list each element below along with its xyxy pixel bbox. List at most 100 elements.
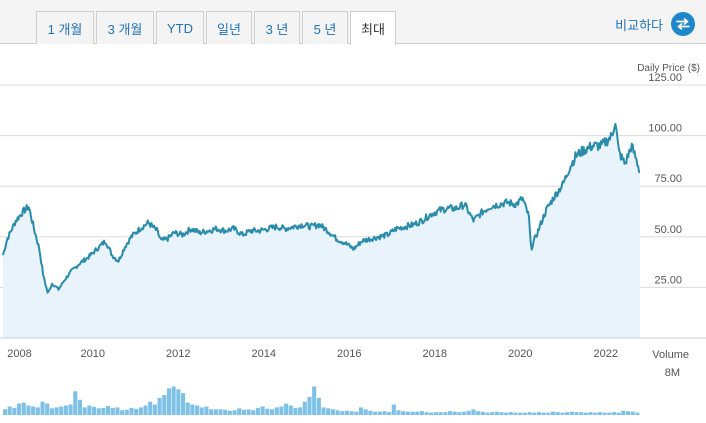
- volume-bar: [288, 405, 293, 415]
- volume-bar: [129, 407, 134, 416]
- volume-bar: [274, 407, 279, 415]
- volume-bar: [569, 411, 574, 415]
- volume-bar: [443, 412, 448, 415]
- volume-bar: [546, 412, 551, 416]
- volume-bar: [401, 411, 406, 415]
- compare-label: 비교하다: [615, 17, 663, 33]
- y-tick-label: 25.00: [654, 274, 682, 286]
- volume-bar: [490, 412, 495, 415]
- volume-bar: [429, 412, 434, 416]
- volume-bar: [134, 408, 139, 415]
- volume-bar: [96, 408, 101, 415]
- volume-bar: [269, 409, 275, 415]
- volume-bar: [7, 406, 12, 415]
- x-tick-label: 2018: [423, 348, 447, 360]
- x-tick-label: 2010: [81, 348, 105, 360]
- volume-bar: [462, 411, 467, 415]
- volume-bar: [574, 412, 579, 415]
- volume-bar: [73, 391, 78, 415]
- volume-bar: [616, 412, 621, 416]
- volume-bar: [555, 412, 560, 415]
- volume-bar: [312, 386, 317, 415]
- volume-bar: [349, 411, 354, 415]
- tab-ytd[interactable]: YTD: [156, 11, 204, 44]
- volume-bar: [499, 412, 504, 415]
- tab-1-month[interactable]: 1 개월: [36, 11, 94, 44]
- volume-bar: [190, 404, 195, 415]
- volume-bars: [3, 386, 640, 416]
- volume-bar: [171, 386, 176, 415]
- volume-bar: [480, 411, 485, 415]
- volume-label: Volume: [652, 349, 689, 361]
- volume-bar: [223, 409, 228, 415]
- x-tick-label: 2014: [252, 348, 276, 360]
- volume-bar: [265, 408, 270, 415]
- volume-bar: [522, 412, 527, 416]
- volume-bar: [541, 412, 546, 416]
- volume-bar: [602, 412, 607, 416]
- volume-bar: [157, 397, 162, 415]
- volume-bar: [485, 412, 490, 416]
- y-tick-label: 100.00: [648, 123, 682, 135]
- volume-bar: [35, 407, 40, 415]
- volume-bar: [218, 409, 223, 415]
- price-line: [2, 123, 641, 294]
- volume-bar: [635, 412, 640, 416]
- volume-bar: [593, 412, 598, 416]
- volume-bar: [335, 410, 340, 415]
- tab-3-years[interactable]: 3 년: [254, 11, 300, 44]
- volume-bar: [466, 410, 471, 416]
- volume-bar: [166, 388, 172, 415]
- x-tick-labels: 2008 2010 2012 2014 2016 2018 2020 2022: [7, 348, 618, 360]
- volume-bar: [59, 406, 64, 415]
- volume-bar: [396, 410, 401, 415]
- volume-bar: [293, 407, 298, 416]
- volume-bar: [251, 410, 256, 415]
- tab-max[interactable]: 최대: [350, 11, 396, 45]
- compare-button[interactable]: 비교하다: [615, 12, 695, 36]
- volume-bar: [152, 404, 157, 415]
- volume-bar: [87, 405, 92, 415]
- volume-bar: [260, 406, 265, 415]
- volume-bar: [246, 409, 251, 415]
- volume-bar: [621, 410, 626, 416]
- tab-3-months[interactable]: 3 개월: [96, 11, 154, 44]
- volume-bar: [527, 412, 532, 415]
- volume-bar: [415, 411, 420, 415]
- volume-bar: [373, 411, 378, 415]
- volume-bar: [457, 412, 462, 415]
- volume-bar: [298, 407, 303, 415]
- volume-bar: [63, 405, 68, 415]
- y-tick-labels: 25.00 50.00 75.00 100.00 125.00: [648, 72, 682, 286]
- volume-bar: [340, 411, 345, 415]
- volume-bar: [279, 406, 284, 415]
- volume-bar: [405, 411, 410, 415]
- volume-bar: [185, 402, 190, 415]
- volume-bar: [302, 401, 307, 415]
- volume-bar: [513, 412, 518, 416]
- volume-bar: [199, 407, 204, 415]
- volume-bar: [363, 409, 368, 415]
- volume-bar: [284, 403, 289, 415]
- x-tick-label: 2016: [337, 348, 361, 360]
- volume-bar: [180, 393, 186, 415]
- tab-5-years[interactable]: 5 년: [302, 11, 348, 44]
- tab-1-year[interactable]: 일년: [206, 11, 252, 44]
- volume-bar: [565, 412, 570, 415]
- volume-bar: [611, 412, 616, 415]
- volume-bar: [494, 411, 499, 415]
- volume-bar: [321, 407, 326, 415]
- volume-bar: [433, 412, 438, 415]
- x-tick-label: 2012: [166, 348, 190, 360]
- volume-bar: [424, 412, 429, 415]
- volume-bar: [354, 411, 359, 415]
- volume-bar: [204, 406, 209, 415]
- volume-bar: [40, 401, 45, 415]
- volume-bar: [438, 412, 443, 415]
- volume-bar: [377, 411, 382, 415]
- volume-bar: [452, 411, 457, 415]
- price-area-fill: [3, 124, 640, 338]
- volume-bar: [12, 407, 17, 416]
- volume-bar: [410, 411, 415, 415]
- volume-bar: [508, 412, 513, 415]
